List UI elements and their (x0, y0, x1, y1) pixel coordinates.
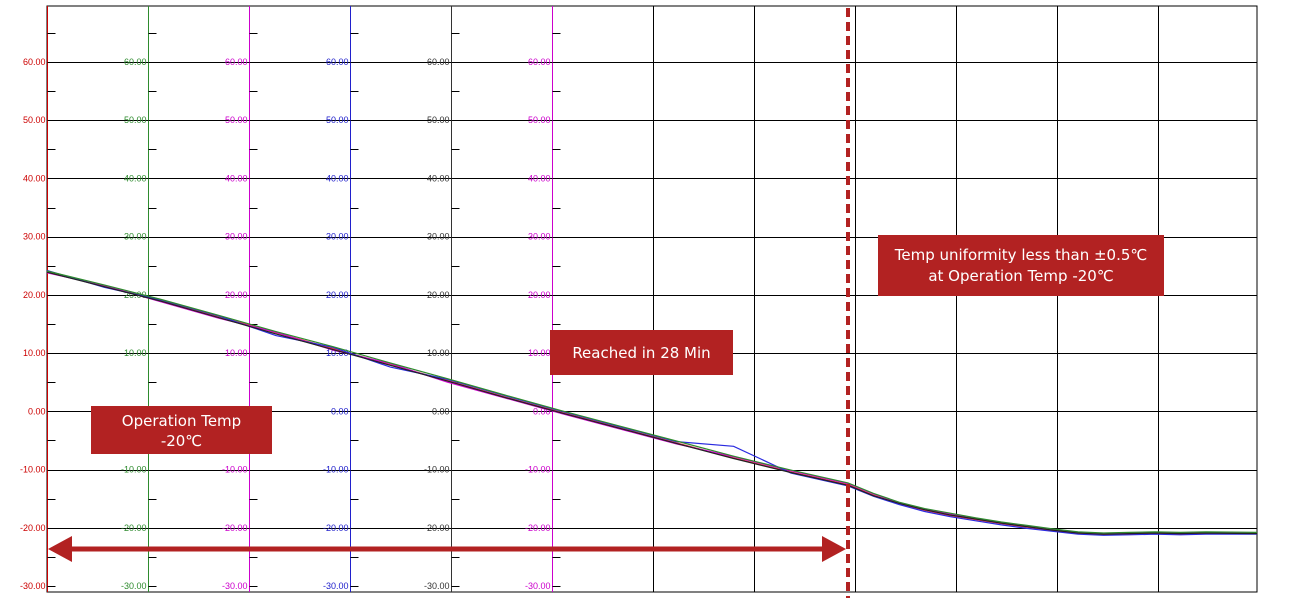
y-tick-label: -10.00 (323, 465, 349, 475)
operation-temp-callout: Operation Temp -20℃ (91, 406, 272, 454)
y-tick-label: 30.00 (326, 232, 349, 242)
y-tick-label: 20.00 (528, 290, 551, 300)
temperature-series-line (46, 271, 1258, 535)
y-tick-label: 40.00 (225, 173, 248, 183)
y-tick-label: 60.00 (124, 57, 147, 67)
y-tick-label: 50.00 (427, 115, 450, 125)
y-tick-label: 60.00 (225, 57, 248, 67)
y-tick-label: -10.00 (20, 465, 46, 475)
y-tick-label: -20.00 (222, 523, 248, 533)
y-tick-label: 30.00 (225, 232, 248, 242)
temperature-series (46, 269, 1258, 536)
uniformity-callout: Temp uniformity less than ±0.5℃ at Opera… (878, 235, 1164, 296)
y-tick-label: 50.00 (225, 115, 248, 125)
y-tick-label: -20.00 (525, 523, 551, 533)
y-tick-label: 60.00 (528, 57, 551, 67)
y-tick-label: -30.00 (222, 581, 248, 591)
y-tick-label: 30.00 (528, 232, 551, 242)
y-tick-label: 40.00 (326, 173, 349, 183)
y-tick-label: 60.00 (23, 57, 46, 67)
y-tick-label: 20.00 (427, 290, 450, 300)
temperature-series-line (46, 272, 1258, 535)
y-tick-label: -20.00 (20, 523, 46, 533)
y-tick-label: 10.00 (528, 348, 551, 358)
y-tick-label: -10.00 (424, 465, 450, 475)
operation-temp-callout-box (91, 406, 272, 454)
operation-temp-callout-line2: -20℃ (161, 432, 202, 450)
operation-temp-callout-line1: Operation Temp (122, 412, 241, 430)
y-axis-scales: 60.00 50.00 40.00 30.00 20.00 10.00 0.00 -10.00… (20, 33, 561, 591)
y-tick-label: 0.00 (432, 406, 450, 416)
y-tick-label: 20.00 (326, 290, 349, 300)
y-tick-label: 40.00 (124, 173, 147, 183)
y-tick-label: -20.00 (121, 523, 147, 533)
uniformity-callout-line2: at Operation Temp -20℃ (928, 267, 1113, 285)
y-tick-label: 50.00 (124, 115, 147, 125)
y-tick-label: -10.00 (222, 465, 248, 475)
y-tick-label: 50.00 (23, 115, 46, 125)
y-tick-label: 50.00 (326, 115, 349, 125)
y-tick-label: -30.00 (121, 581, 147, 591)
temperature-series-line (46, 271, 1257, 536)
y-tick-label: 20.00 (23, 290, 46, 300)
y-tick-label: -30.00 (424, 581, 450, 591)
reached-callout: Reached in 28 Min (550, 330, 733, 375)
y-tick-label: 0.00 (533, 406, 551, 416)
y-tick-label: 50.00 (528, 115, 551, 125)
temperature-series-line (46, 270, 1258, 534)
y-tick-label: 60.00 (427, 57, 450, 67)
uniformity-callout-line1: Temp uniformity less than ±0.5℃ (894, 246, 1148, 264)
y-tick-label: -30.00 (323, 581, 349, 591)
duration-arrow-left-head (48, 536, 72, 562)
y-tick-label: -20.00 (323, 523, 349, 533)
duration-arrow-right-head (822, 536, 846, 562)
y-tick-label: -10.00 (525, 465, 551, 475)
y-tick-label: 40.00 (528, 173, 551, 183)
uniformity-callout-box (878, 235, 1164, 296)
reached-callout-text: Reached in 28 Min (572, 344, 710, 362)
y-tick-label: 60.00 (326, 57, 349, 67)
y-tick-label: 10.00 (326, 348, 349, 358)
y-tick-label: 40.00 (427, 173, 450, 183)
y-tick-label: 10.00 (225, 348, 248, 358)
y-tick-label: -20.00 (424, 523, 450, 533)
reached-callout-box (550, 330, 733, 375)
y-tick-label: 20.00 (225, 290, 248, 300)
y-tick-label: -30.00 (20, 581, 46, 591)
y-tick-label: 30.00 (23, 232, 46, 242)
y-tick-label: 40.00 (23, 173, 46, 183)
y-tick-label: -30.00 (525, 581, 551, 591)
y-tick-label: -10.00 (121, 465, 147, 475)
temperature-series-line (46, 269, 1257, 536)
y-tick-label: 30.00 (124, 232, 147, 242)
y-tick-label: 0.00 (28, 406, 46, 416)
y-tick-label: 30.00 (427, 232, 450, 242)
y-tick-label: 10.00 (427, 348, 450, 358)
y-tick-label: 10.00 (23, 348, 46, 358)
duration-arrow (48, 536, 846, 562)
y-tick-label: 0.00 (331, 406, 349, 416)
y-tick-label: 10.00 (124, 348, 147, 358)
